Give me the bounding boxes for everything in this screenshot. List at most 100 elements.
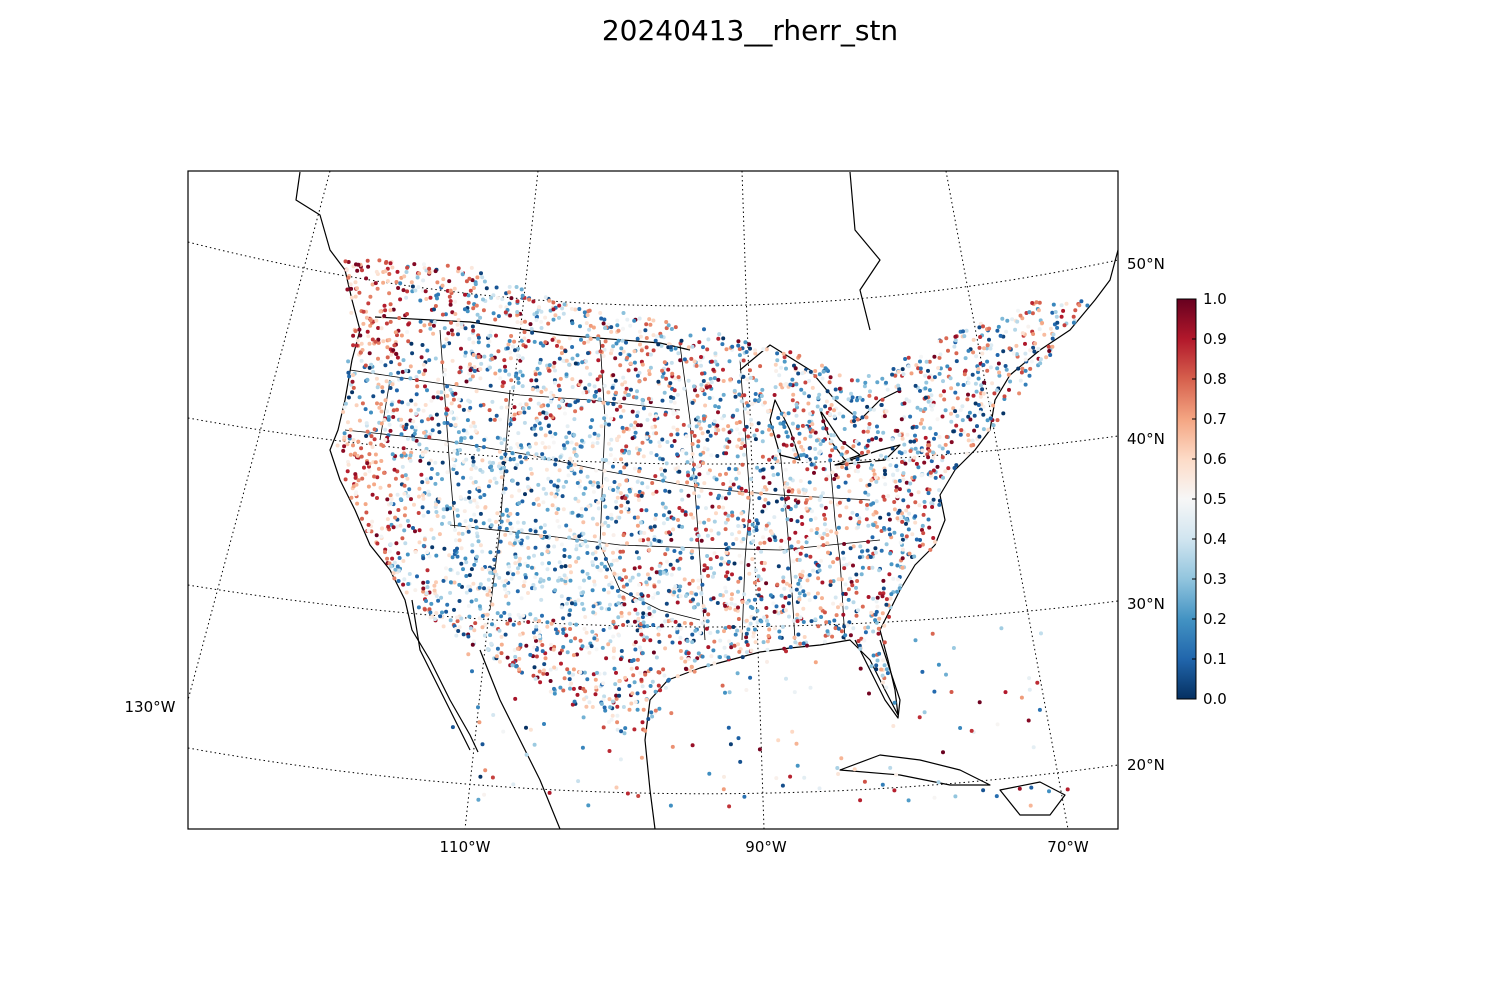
station-point [435, 472, 440, 476]
station-point [416, 285, 421, 290]
station-point [822, 639, 827, 644]
station-point [640, 440, 645, 445]
station-point [790, 377, 795, 382]
station-point [614, 407, 619, 412]
station-point [652, 609, 657, 614]
station-point [823, 404, 828, 409]
station-point [469, 476, 473, 480]
station-point [571, 653, 576, 658]
station-point [892, 700, 897, 705]
station-point [879, 548, 884, 553]
station-point [370, 337, 375, 342]
latitude-line [188, 241, 1118, 307]
station-point [385, 355, 390, 360]
station-point [498, 417, 502, 422]
station-point [391, 307, 396, 312]
station-point [627, 451, 631, 456]
station-point [637, 316, 642, 321]
station-point [772, 515, 777, 520]
station-point [383, 398, 388, 403]
station-point [517, 501, 522, 506]
station-point [467, 276, 472, 281]
station-point [404, 425, 408, 430]
station-point [645, 352, 650, 357]
station-point [553, 313, 558, 318]
station-point [690, 640, 695, 645]
station-point [588, 372, 593, 377]
station-point [541, 385, 546, 390]
station-point [602, 705, 607, 710]
station-point [689, 664, 694, 669]
station-point [564, 633, 569, 638]
station-point [629, 666, 634, 671]
station-point [706, 612, 711, 617]
station-point [526, 555, 531, 560]
station-point [1029, 359, 1034, 364]
station-point [832, 433, 836, 438]
station-point [727, 359, 732, 364]
station-point [966, 381, 971, 385]
station-point [1044, 355, 1049, 360]
station-point [535, 366, 540, 371]
station-point [921, 512, 926, 517]
station-point [403, 541, 408, 546]
station-point [670, 744, 675, 749]
station-point [471, 306, 476, 311]
station-point [487, 339, 492, 344]
station-point [638, 596, 643, 601]
station-point [532, 635, 537, 640]
station-point [567, 336, 572, 341]
station-point [900, 460, 904, 464]
station-point [385, 409, 390, 414]
station-point [929, 501, 934, 505]
station-point [580, 541, 585, 546]
station-point [461, 632, 466, 637]
station-point [462, 436, 467, 440]
station-point [389, 497, 394, 501]
station-point [367, 365, 372, 370]
station-point [903, 449, 908, 454]
station-point [690, 549, 695, 554]
station-point [345, 287, 350, 292]
station-point [570, 510, 575, 515]
station-point [537, 634, 542, 639]
station-point [776, 434, 781, 439]
station-point [735, 671, 740, 676]
station-point [636, 451, 641, 456]
station-point [573, 496, 578, 501]
station-point [807, 573, 812, 577]
station-point [508, 422, 513, 427]
station-point [615, 547, 620, 552]
station-point [940, 414, 945, 419]
station-point [526, 591, 530, 595]
station-point [564, 358, 569, 363]
station-point [607, 625, 612, 630]
station-point [501, 461, 506, 465]
station-point [584, 359, 588, 364]
station-point [856, 608, 860, 613]
station-point [773, 487, 778, 492]
station-point [410, 351, 415, 356]
station-point [723, 496, 728, 501]
station-point [666, 342, 671, 347]
station-point [492, 476, 497, 481]
station-point [534, 638, 538, 643]
station-point [503, 452, 508, 457]
station-point [675, 558, 680, 563]
station-point [607, 607, 611, 612]
station-point [865, 443, 870, 448]
station-point [872, 472, 877, 477]
station-point [929, 393, 934, 398]
station-point [418, 329, 423, 333]
station-point [817, 392, 822, 397]
station-point [431, 536, 436, 541]
station-point [618, 657, 623, 662]
station-point [558, 651, 563, 656]
station-point [579, 406, 584, 411]
station-point [458, 365, 463, 370]
station-point [493, 371, 498, 376]
station-point [710, 574, 715, 579]
station-point [359, 358, 364, 363]
station-point [730, 592, 734, 597]
station-point [895, 589, 900, 594]
